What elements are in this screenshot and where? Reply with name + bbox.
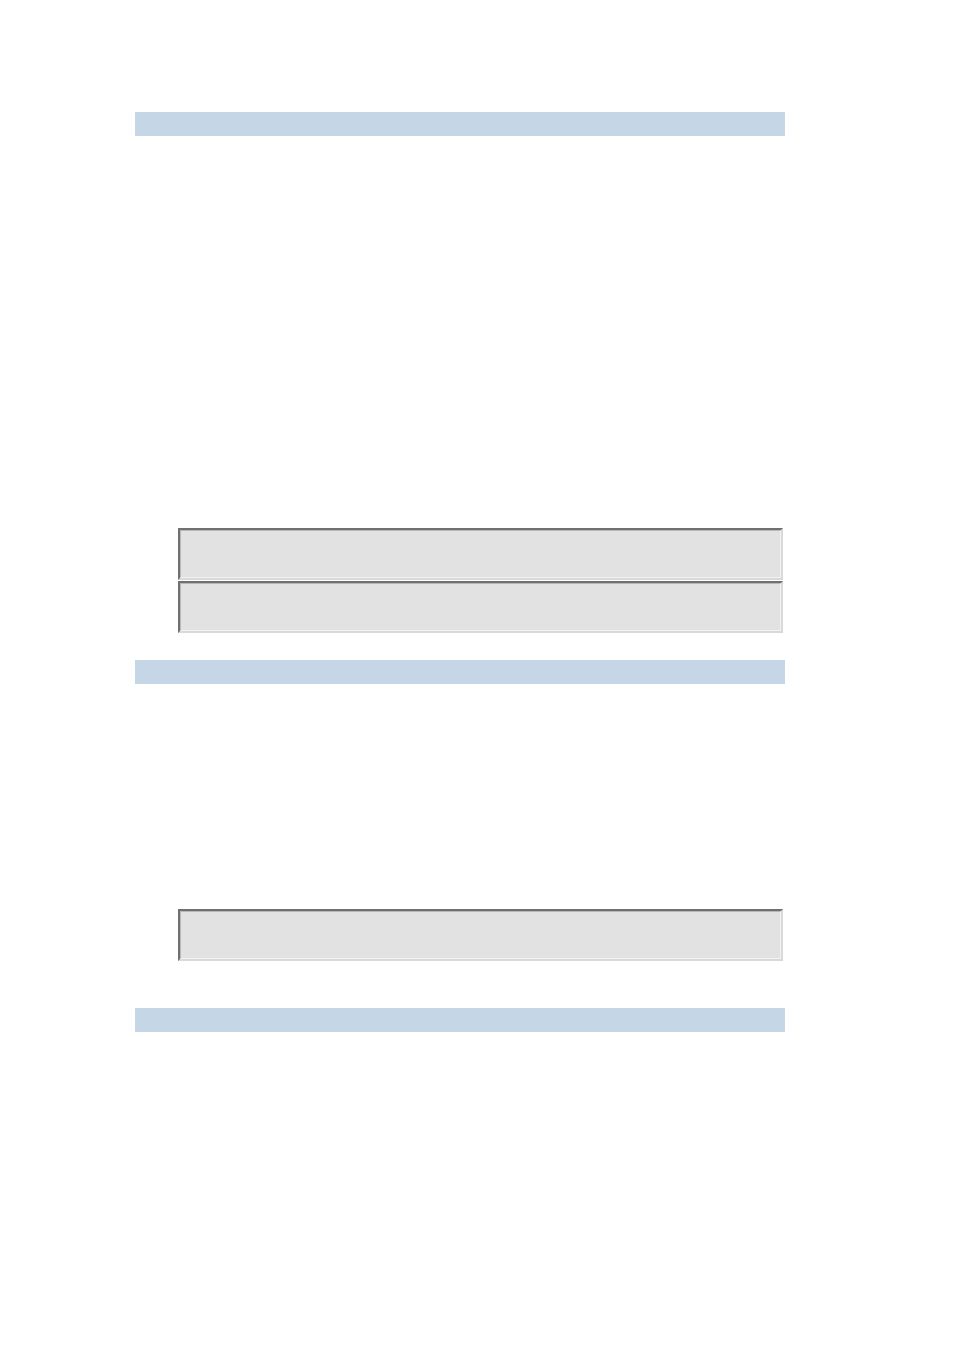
code-block-2 bbox=[178, 581, 783, 633]
section-heading-bar-3 bbox=[135, 1008, 785, 1032]
section-heading-bar-1 bbox=[135, 112, 785, 136]
document-page bbox=[0, 0, 954, 1350]
code-block-1 bbox=[178, 528, 783, 580]
code-block-3 bbox=[178, 909, 783, 961]
section-heading-bar-2 bbox=[135, 660, 785, 684]
